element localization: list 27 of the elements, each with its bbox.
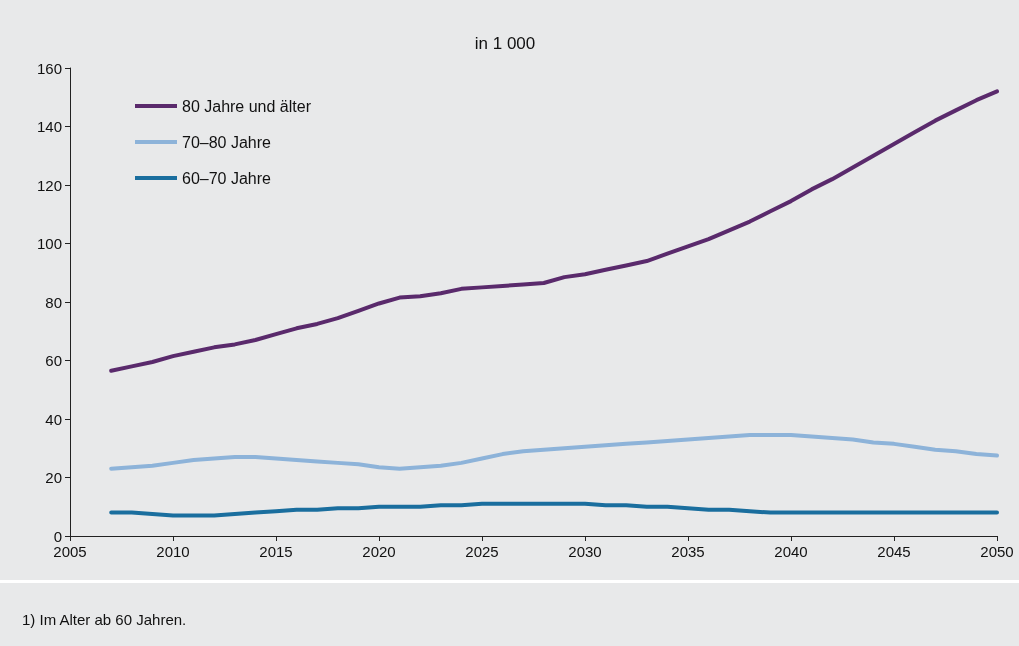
line-series: [109, 501, 999, 518]
x-tick-label: 2005: [53, 543, 87, 560]
x-tick-label: 2030: [568, 543, 602, 560]
x-tick-label: 2040: [774, 543, 808, 560]
legend-label: 80 Jahre und älter: [182, 97, 312, 115]
x-tick-label: 2035: [671, 543, 705, 560]
y-tick-label: 80: [45, 293, 62, 311]
x-tick-label: 2015: [259, 543, 293, 560]
y-tick-label: 120: [36, 176, 62, 194]
y-tick-label: 160: [36, 59, 62, 77]
x-tick-label: 2010: [156, 543, 190, 560]
line-series: [109, 433, 999, 471]
y-tick-label: 0: [53, 527, 62, 545]
y-tick-label: 100: [36, 235, 62, 252]
legend-label: 70–80 Jahre: [182, 133, 272, 151]
x-tick-label: 2045: [877, 543, 911, 560]
legend-label: 60–70 Jahre: [182, 169, 272, 187]
text: 1) Im Alter ab 60 Jahren.: [22, 611, 187, 628]
y-tick-label: 20: [45, 469, 62, 486]
y-tick-label: 40: [45, 410, 62, 428]
chart-title: in 1 000: [474, 34, 536, 53]
x-tick-label: 2050: [980, 543, 1014, 560]
line-series: [109, 89, 999, 373]
x-tick-label: 2020: [362, 543, 396, 560]
y-tick-label: 140: [36, 118, 62, 135]
y-tick-label: 60: [45, 352, 62, 369]
x-tick-label: 2025: [465, 543, 499, 560]
